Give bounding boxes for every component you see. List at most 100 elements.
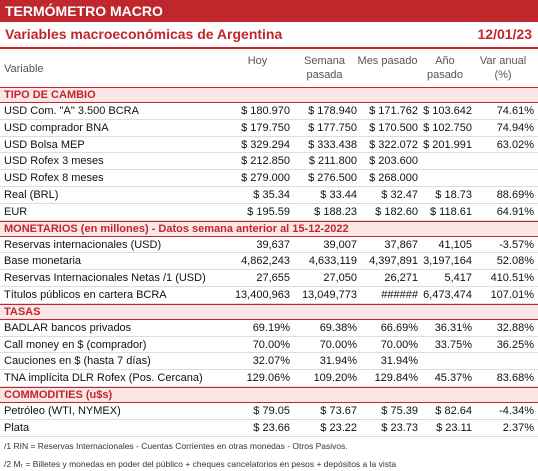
cell-value: $ 23.11 <box>436 421 472 434</box>
cell-value: $ 178.940 <box>308 105 357 117</box>
row-label: Real (BRL) <box>4 189 59 201</box>
rule <box>0 47 538 49</box>
row-label: Reservas internacionales (USD) <box>4 238 162 251</box>
row-divider <box>0 420 538 437</box>
cell-value: $ 212.850 <box>241 155 290 168</box>
cell-value: $ 211.800 <box>308 155 357 168</box>
cell-value: $ 82.64 <box>435 405 472 417</box>
row-label: USD Bolsa MEP <box>4 138 85 151</box>
cell-value: $ 203.600 <box>369 155 418 168</box>
cell-value: -3.57% <box>499 238 534 251</box>
cell-value: 63.02% <box>496 138 534 151</box>
row-divider <box>0 253 538 271</box>
row-divider <box>0 403 538 420</box>
cell-value: $ 195.59 <box>247 205 290 218</box>
row-divider <box>0 170 538 187</box>
cell-value: $ 188.23 <box>314 205 357 218</box>
cell-value: 129.06% <box>246 372 290 385</box>
section-header: TASAS <box>0 303 538 320</box>
footnote: /2 Mₜ = Billetes y monedas en poder del … <box>4 459 397 469</box>
cell-value: 32.88% <box>496 321 534 334</box>
row-divider <box>0 137 538 154</box>
row-label: USD Com. "A" 3.500 BCRA <box>4 105 139 117</box>
cell-value: $ 18.73 <box>435 189 472 201</box>
cell-value: 109.20% <box>313 372 357 385</box>
cell-value: $ 268.000 <box>369 172 418 185</box>
cell-value: 27,655 <box>256 272 290 285</box>
row-divider <box>0 187 538 204</box>
cell-value: 39,007 <box>323 238 357 251</box>
row-label: USD comprador BNA <box>4 121 109 134</box>
row-divider <box>0 320 538 337</box>
cell-value: 69.38% <box>319 321 357 334</box>
cell-value: 129.84% <box>374 372 418 385</box>
column-header: Semana pasada <box>304 55 345 81</box>
cell-value: 6,473,474 <box>423 289 472 301</box>
section-header: TIPO DE CAMBIO <box>0 87 538 103</box>
row-label: EUR <box>4 205 28 218</box>
cell-value: $ 102.750 <box>423 121 472 134</box>
cell-value: -4.34% <box>499 405 534 417</box>
section-header: COMMODITIES (u$s) <box>0 387 538 403</box>
row-label: Reservas Internacionales Netas /1 (USD) <box>4 272 206 285</box>
cell-value: 13,049,773 <box>301 289 357 301</box>
cell-value: $ 201.991 <box>423 138 472 151</box>
cell-value: $ 180.970 <box>241 105 290 117</box>
cell-value: $ 79.05 <box>253 405 290 417</box>
row-divider <box>0 270 538 287</box>
cell-value: 70.00% <box>319 338 357 351</box>
cell-value: 13,400,963 <box>234 289 290 301</box>
column-header: Variable <box>4 63 44 75</box>
row-divider <box>0 120 538 137</box>
cell-value: $ 35.34 <box>253 189 290 201</box>
section-header: MONETARIOS (en millones) - Datos semana … <box>0 220 538 237</box>
column-header: Hoy <box>247 55 268 67</box>
cell-value: 64.91% <box>496 205 534 218</box>
cell-value: 37,867 <box>384 238 418 251</box>
cell-value: 3,197,164 <box>423 255 472 268</box>
cell-value: 52.08% <box>496 255 534 268</box>
cell-value: 74.94% <box>496 121 534 134</box>
row-divider <box>0 153 538 171</box>
cell-value: $ 182.60 <box>375 205 418 218</box>
cell-value: $ 177.750 <box>308 121 357 134</box>
cell-value: 410.51% <box>490 272 534 285</box>
row-label: BADLAR bancos privados <box>4 321 132 334</box>
cell-value: $ 179.750 <box>241 121 290 134</box>
cell-value: 88.69% <box>496 189 534 201</box>
cell-value: 70.00% <box>380 338 418 351</box>
cell-value: $ 32.47 <box>381 189 418 201</box>
cell-value: 33.75% <box>434 338 472 351</box>
banner-title: TERMÓMETRO MACRO <box>0 0 538 22</box>
cell-value: 5,417 <box>444 272 472 285</box>
cell-value: 39,637 <box>256 238 290 251</box>
cell-value: $ 118.61 <box>429 205 472 218</box>
row-label: Base monetaria <box>4 255 82 268</box>
row-divider <box>0 287 538 304</box>
cell-value: $ 23.22 <box>320 421 357 434</box>
row-divider <box>0 103 538 120</box>
column-header: Var anual (%) <box>479 55 527 81</box>
cell-value: 2.37% <box>502 421 534 434</box>
row-label: USD Rofex 3 meses <box>4 155 104 168</box>
row-label: Call money en $ (comprador) <box>4 338 147 351</box>
cell-value: 70.00% <box>252 338 290 351</box>
cell-value: 45.37% <box>434 372 472 385</box>
row-divider <box>0 237 538 254</box>
cell-value: 83.68% <box>496 372 534 385</box>
cell-value: 4,397,891 <box>369 255 418 268</box>
cell-value: 27,050 <box>323 272 357 285</box>
row-label: Plata <box>4 421 30 434</box>
row-label: USD Rofex 8 meses <box>4 172 104 185</box>
cell-value: 4,862,243 <box>241 255 290 268</box>
cell-value: $ 103.642 <box>423 105 472 117</box>
cell-value: $ 23.73 <box>381 421 418 434</box>
row-divider <box>0 204 538 221</box>
row-divider <box>0 370 538 387</box>
cell-value: $ 329.294 <box>241 138 290 151</box>
cell-value: $ 73.67 <box>320 405 357 417</box>
date: 12/01/23 <box>477 26 533 42</box>
cell-value: $ 75.39 <box>381 405 418 417</box>
row-divider <box>0 353 538 371</box>
